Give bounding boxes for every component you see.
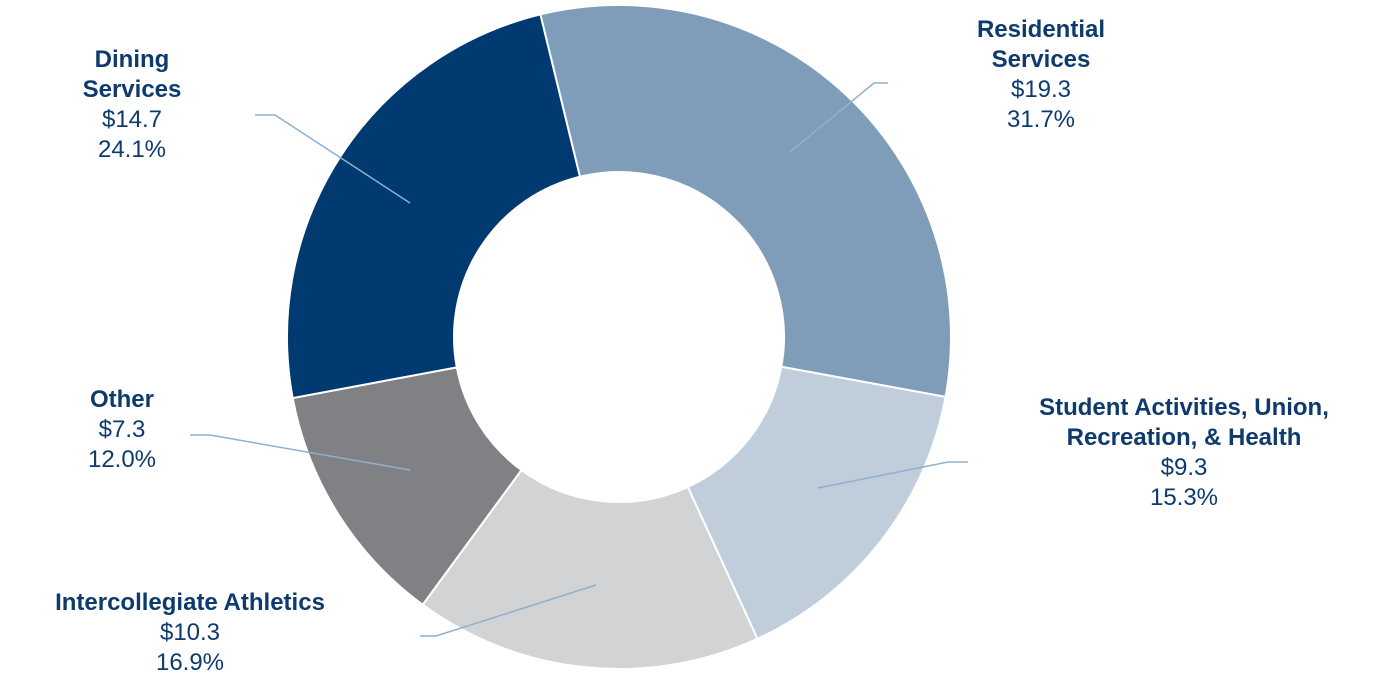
slice-label: Residential Services $19.3 31.7%	[941, 15, 1141, 135]
slice-label: Dining Services $14.7 24.1%	[52, 45, 212, 165]
value-label: $10.3	[159, 619, 221, 646]
leader-line	[190, 434, 411, 471]
percent-label: 16.9%	[155, 649, 225, 676]
percent-label: 12.0%	[87, 446, 157, 473]
leader-line	[817, 461, 968, 489]
category-name: Student Activities, Union, Recreation, &…	[1039, 394, 1329, 451]
percent-label: 24.1%	[97, 136, 167, 163]
category-name: Dining Services	[82, 46, 182, 103]
donut-slice	[686, 365, 947, 641]
category-name: Intercollegiate Athletics	[55, 589, 325, 616]
slice-label: Intercollegiate Athletics $10.3 16.9%	[0, 588, 390, 678]
value-label: $14.7	[101, 106, 163, 133]
category-name: Residential Services	[976, 16, 1106, 73]
value-label: $7.3	[98, 416, 146, 443]
slice-label: Other $7.3 12.0%	[42, 385, 202, 475]
donut-slice	[291, 366, 523, 607]
value-label: $9.3	[1160, 454, 1208, 481]
value-label: $19.3	[1010, 76, 1072, 103]
percent-label: 31.7%	[1006, 106, 1076, 133]
leader-line	[255, 114, 411, 204]
leader-line	[420, 584, 597, 637]
donut-slice	[286, 13, 582, 400]
leader-line	[789, 82, 888, 153]
percent-label: 15.3%	[1149, 484, 1219, 511]
slice-label: Student Activities, Union, Recreation, &…	[994, 393, 1374, 513]
donut-slice	[539, 4, 953, 399]
donut-slice	[421, 468, 759, 670]
category-name: Other	[89, 386, 154, 413]
